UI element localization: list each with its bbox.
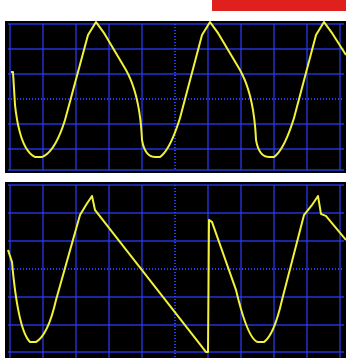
grid: [8, 184, 344, 358]
scope-bottom: [5, 182, 347, 358]
red-banner: [212, 0, 346, 11]
scope-top: [5, 21, 347, 173]
trace: [11, 21, 347, 158]
trace: [7, 195, 347, 353]
grid: [8, 23, 344, 171]
